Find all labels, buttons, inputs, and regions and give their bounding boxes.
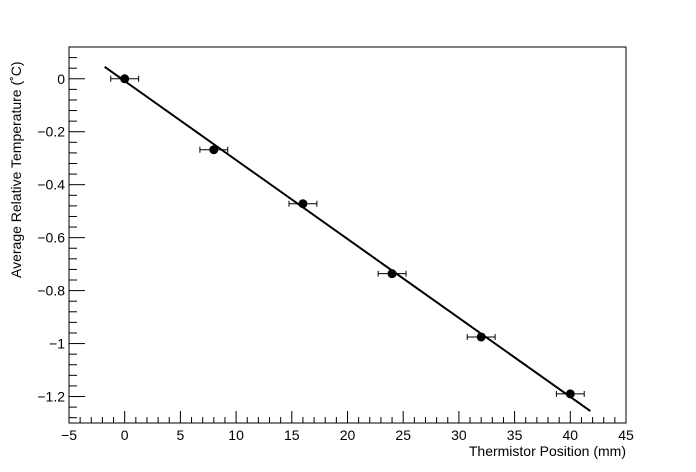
y-tick-label: −1.2	[37, 389, 65, 405]
x-tick-label: 40	[563, 427, 579, 443]
data-point	[288, 199, 318, 209]
point-marker	[298, 199, 308, 209]
x-tick-label: 35	[507, 427, 523, 443]
x-tick-label: 20	[340, 427, 356, 443]
fit-line	[104, 66, 591, 412]
x-tick-label: 10	[228, 427, 244, 443]
y-tick-label: −0.2	[37, 124, 65, 140]
x-tick-label: 25	[395, 427, 411, 443]
data-point	[199, 145, 229, 155]
y-tick-label: 0	[57, 71, 65, 87]
point-marker	[209, 145, 219, 155]
data-point	[110, 74, 140, 84]
point-marker	[476, 332, 486, 342]
point-marker	[120, 74, 130, 84]
x-tick-label: 0	[121, 427, 129, 443]
plot-frame	[68, 46, 627, 424]
point-marker	[565, 389, 575, 399]
x-tick-label: −5	[61, 427, 77, 443]
y-tick-label: −1	[49, 336, 65, 352]
data-point	[555, 389, 585, 399]
x-axis-title: Thermistor Position (mm)	[469, 443, 626, 459]
data-point	[466, 332, 496, 342]
plot-frame-rect	[68, 46, 627, 424]
x-tick-label: 30	[451, 427, 467, 443]
y-axis: 0 −0.2 −0.4 −0.6 −0.8 −1 −1.2	[37, 46, 85, 419]
x-tick-label: 5	[177, 427, 185, 443]
point-marker	[387, 269, 397, 279]
x-tick-label: 45	[618, 427, 634, 443]
y-tick-label: −0.6	[37, 230, 65, 246]
data-point	[377, 269, 407, 279]
x-axis: −5 0 5 10 15 20 25 30 35 40 45	[61, 411, 634, 443]
x-tick-label: 15	[284, 427, 300, 443]
y-tick-label: −0.4	[37, 177, 65, 193]
y-tick-label: −0.8	[37, 283, 65, 299]
y-axis-title: Average Relative Temperature (˚C)	[8, 61, 24, 278]
fit-line-layer	[104, 66, 591, 412]
data-points	[110, 74, 585, 399]
